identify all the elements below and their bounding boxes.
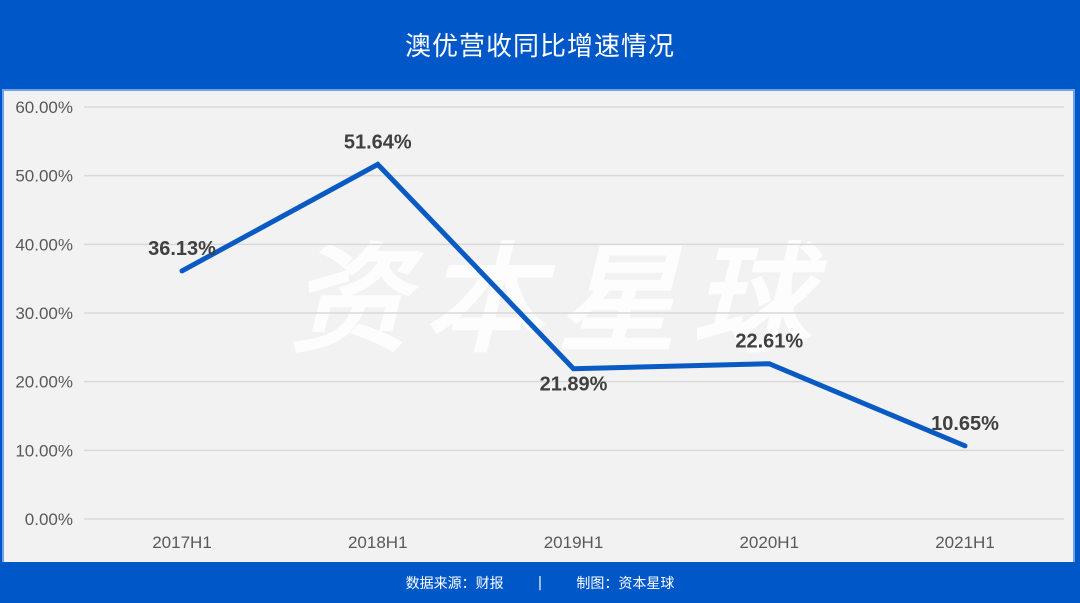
chart-credit: 制图：资本星球 [576,576,675,592]
data-labels: 36.13% 51.64% 21.89% 22.61% 10.65% [148,131,999,434]
x-tick-label: 2021H1 [935,533,995,552]
y-tick-label: 10.00% [15,441,73,460]
y-tick-label: 50.00% [15,167,73,186]
x-axis-ticks: 2017H1 2018H1 2019H1 2020H1 2021H1 [152,533,995,552]
y-tick-label: 20.00% [15,373,73,392]
chart-title: 澳优营收同比增速情况 [404,31,675,62]
grid-lines [84,106,1064,520]
data-label: 10.65% [931,413,999,435]
chart-footer: 数据来源：财报 | 制图：资本星球 [0,563,1080,603]
y-axis-ticks: 0.00% 10.00% 20.00% 30.00% 40.00% 50.00% 60.00… [15,98,73,529]
chart-header: 澳优营收同比增速情况 [0,0,1080,88]
data-label: 51.64% [344,131,412,153]
x-tick-label: 2018H1 [348,533,408,552]
y-tick-label: 60.00% [15,98,73,117]
data-label: 36.13% [148,238,216,260]
series-line [179,161,968,449]
plot-panel [2,89,1075,562]
footer-separator: | [537,575,543,591]
y-tick-label: 0.00% [25,510,73,529]
y-tick-label: 40.00% [15,235,73,254]
x-tick-label: 2017H1 [152,533,212,552]
y-tick-label: 30.00% [15,304,73,323]
data-label: 22.61% [735,331,803,353]
x-tick-label: 2020H1 [739,533,799,552]
data-label: 21.89% [540,374,608,396]
x-tick-label: 2019H1 [544,533,604,552]
data-source: 数据来源：财报 [405,576,504,592]
